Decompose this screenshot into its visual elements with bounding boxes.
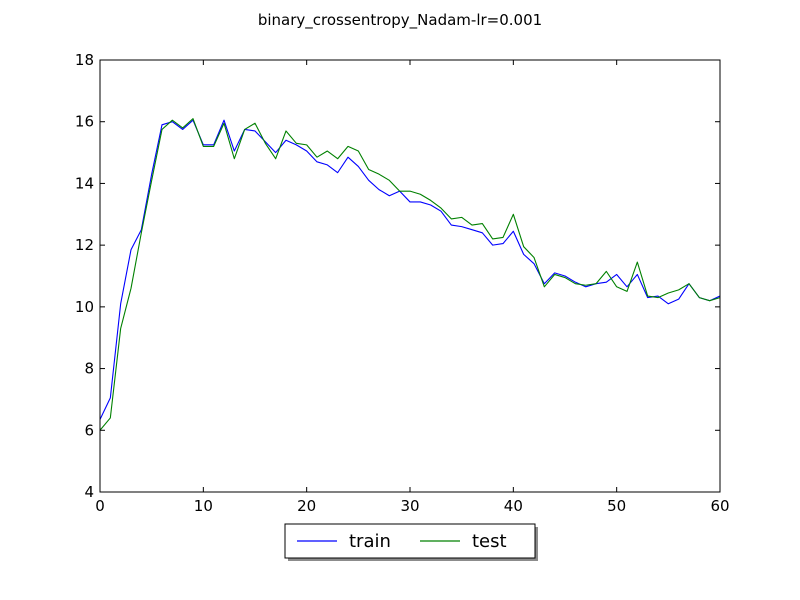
y-tick-label: 4 — [84, 483, 94, 501]
x-tick-label: 60 — [710, 497, 729, 515]
x-tick-label: 40 — [504, 497, 523, 515]
y-tick-label: 16 — [75, 113, 94, 131]
series-group — [100, 118, 720, 431]
x-tick-label: 0 — [95, 497, 105, 515]
legend-label-train: train — [349, 531, 391, 552]
x-axis: 0 10 20 30 40 50 60 — [95, 60, 730, 515]
legend: train test — [284, 523, 538, 561]
x-tick-label: 20 — [297, 497, 316, 515]
y-tick-label: 10 — [75, 298, 94, 316]
plot-frame — [99, 59, 721, 493]
y-tick-label: 12 — [75, 236, 94, 254]
y-tick-label: 6 — [84, 421, 94, 439]
x-tick-label: 50 — [607, 497, 626, 515]
y-tick-label: 14 — [75, 174, 94, 192]
x-tick-label: 10 — [194, 497, 213, 515]
y-axis: 4 6 8 10 12 14 16 18 — [75, 51, 720, 501]
y-tick-label: 18 — [75, 51, 94, 69]
series-line-train — [100, 119, 720, 420]
x-tick-label: 30 — [400, 497, 419, 515]
chart-title: binary_crossentropy_Nadam-lr=0.001 — [258, 11, 542, 30]
legend-label-test: test — [472, 531, 507, 552]
plot-area — [99, 59, 721, 493]
series-line-test — [100, 118, 720, 431]
y-tick-label: 8 — [84, 360, 94, 378]
